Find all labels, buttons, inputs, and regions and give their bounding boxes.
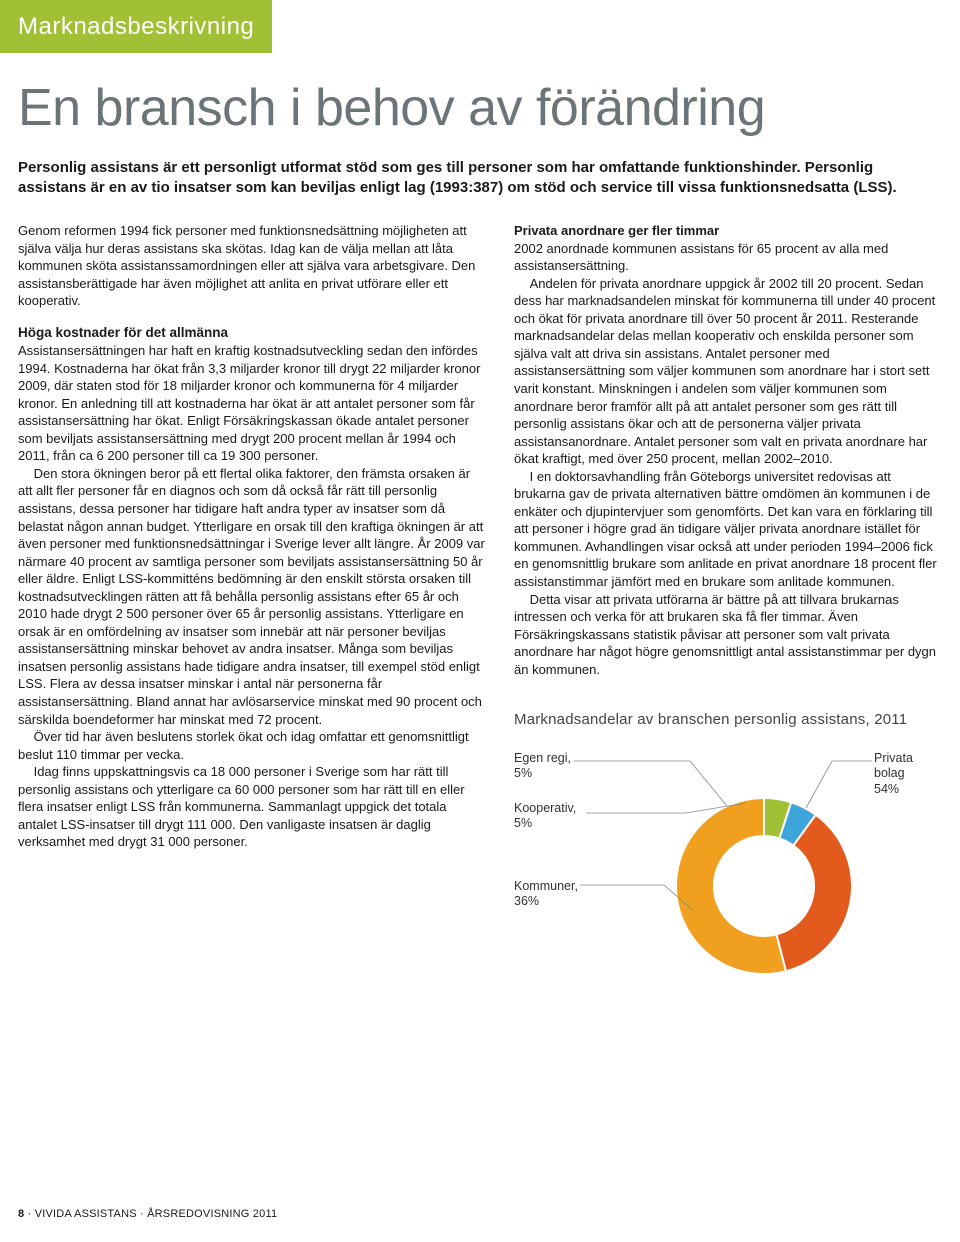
- left-p2: Den stora ökningen beror på ett flertal …: [18, 465, 488, 728]
- right-p2: Andelen för privata anordnare uppgick år…: [514, 275, 944, 468]
- leader-line: [574, 761, 727, 806]
- left-p1: Assistansersättningen har haft en krafti…: [18, 342, 488, 465]
- right-subhead: Privata anordnare ger fler timmar: [514, 222, 944, 240]
- page-number: 8: [18, 1208, 24, 1220]
- left-intro: Genom reformen 1994 fick personer med fu…: [18, 222, 488, 310]
- chart-label: Kommuner,36%: [514, 879, 578, 910]
- right-p1: 2002 anordnade kommunen assistans för 65…: [514, 240, 944, 275]
- footer-text: VIVIDA ASSISTANS · ÅRSREDOVISNING 2011: [35, 1208, 278, 1220]
- chart-title: Marknadsandelar av branschen personlig a…: [514, 710, 944, 730]
- leader-line: [806, 761, 872, 808]
- page-heading: En bransch i behov av förändring: [18, 73, 960, 143]
- lead-paragraph: Personlig assistans är ett personligt ut…: [18, 158, 938, 199]
- page-footer: 8 · VIVIDA ASSISTANS · ÅRSREDOVISNING 20…: [18, 1207, 277, 1222]
- right-p4: Detta visar att privata utförarna är bät…: [514, 591, 944, 679]
- left-subhead: Höga kostnader för det allmänna: [18, 324, 488, 342]
- chart-label: Kooperativ,5%: [514, 801, 576, 832]
- chart-label: Privata bolag54%: [874, 751, 944, 798]
- donut-chart-box: Marknadsandelar av branschen personlig a…: [514, 710, 944, 1000]
- right-column: Privata anordnare ger fler timmar 2002 a…: [514, 222, 944, 1000]
- section-tag: Marknadsbeskrivning: [0, 0, 272, 53]
- left-column: Genom reformen 1994 fick personer med fu…: [18, 222, 488, 1000]
- chart-canvas: Egen regi,5% Kooperativ,5% Kommuner,36% Pri…: [514, 751, 944, 1001]
- two-column-layout: Genom reformen 1994 fick personer med fu…: [18, 222, 942, 1000]
- left-p3: Över tid har även beslutens storlek ökat…: [18, 728, 488, 763]
- chart-label: Egen regi,5%: [514, 751, 571, 782]
- left-p4: Idag finns uppskattningsvis ca 18 000 pe…: [18, 763, 488, 851]
- right-p3: I en doktorsavhandling från Göteborgs un…: [514, 468, 944, 591]
